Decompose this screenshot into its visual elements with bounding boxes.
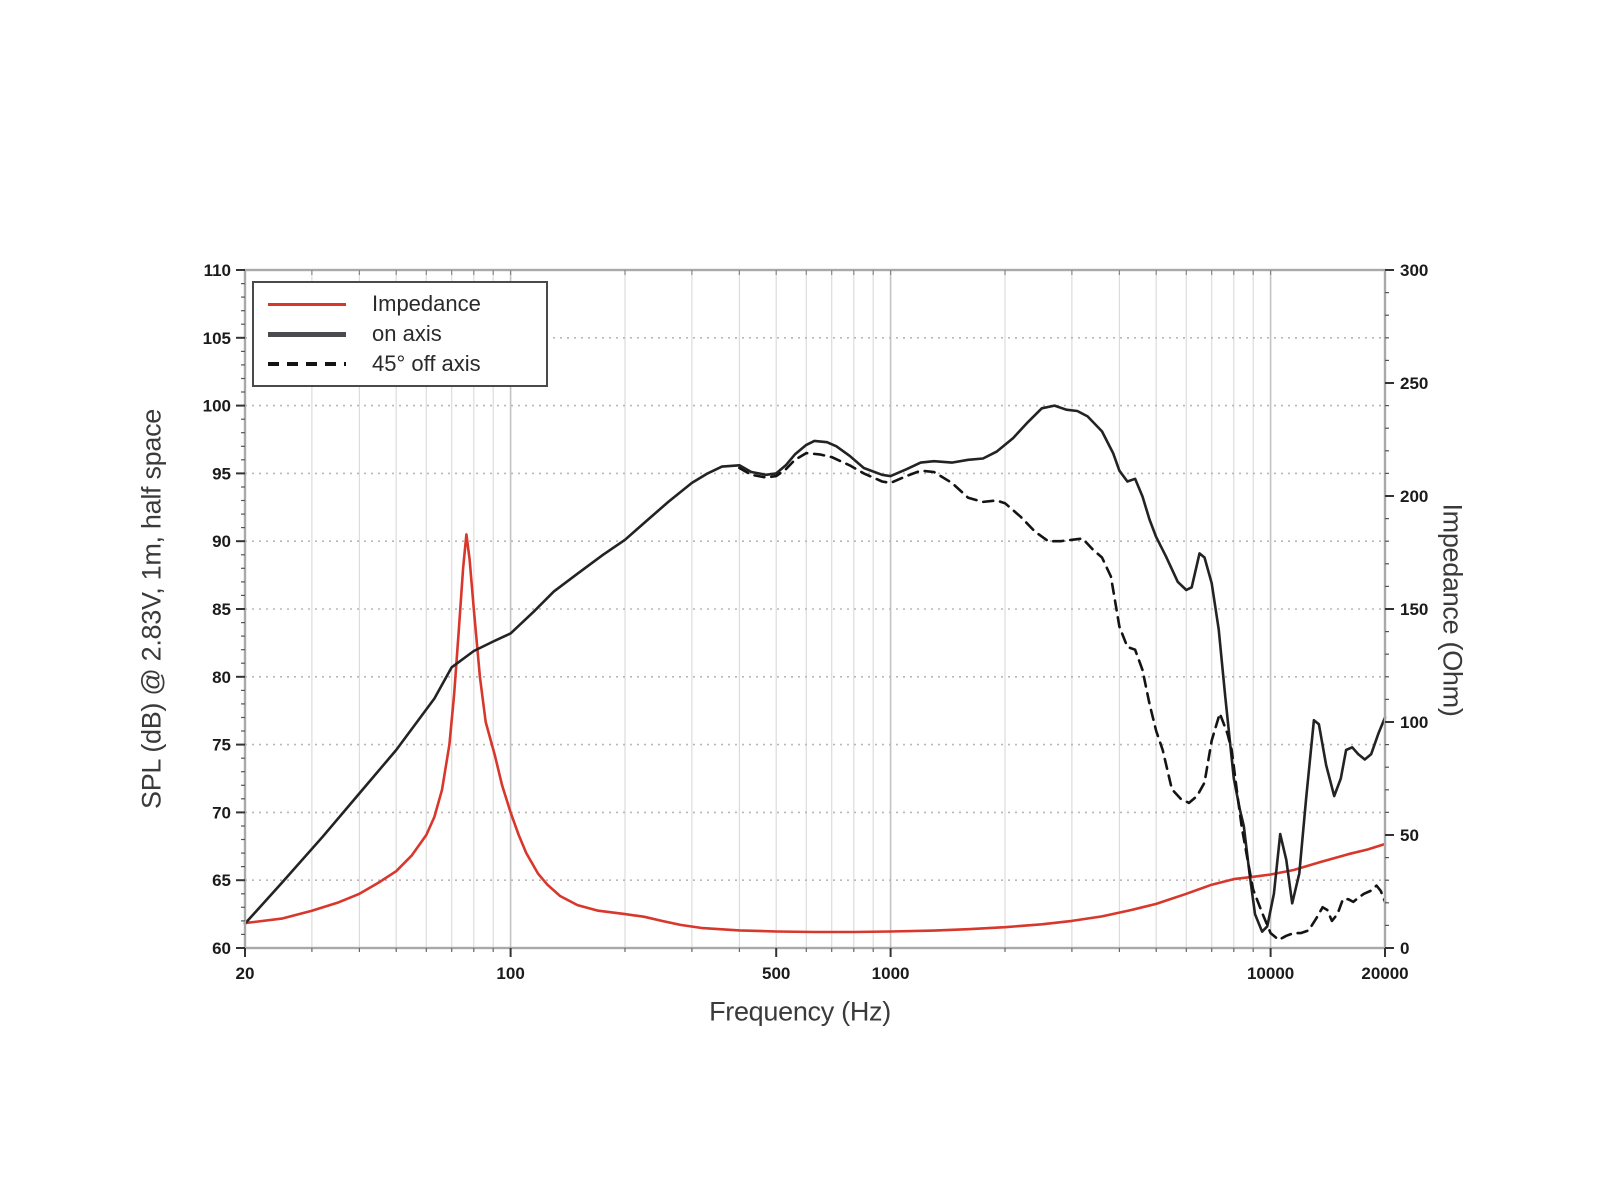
svg-text:85: 85 [212,600,231,619]
impedance-curve [243,533,1387,934]
svg-text:250: 250 [1400,374,1428,393]
legend-item-on-axis: on axis [268,321,538,347]
x-axis-title: Frequency (Hz) [709,996,891,1027]
svg-text:300: 300 [1400,261,1428,280]
y-axis-right-title: Impedance (Ohm) [1437,503,1468,717]
svg-text:110: 110 [204,261,231,280]
svg-text:10000: 10000 [1247,964,1294,983]
svg-text:20: 20 [236,964,255,983]
svg-text:20000: 20000 [1361,964,1408,983]
x-axis-tick-labels: 20 100 500 1000 10000 20000 [236,964,1409,983]
svg-text:500: 500 [762,964,790,983]
axis-ticks [236,269,1394,957]
legend-item-45-off-axis: 45° off axis [268,351,538,377]
svg-text:80: 80 [212,668,231,687]
legend-label-impedance: Impedance [372,291,481,316]
svg-text:50: 50 [1400,826,1419,845]
svg-text:150: 150 [1400,600,1428,619]
impedance-line-swatch [268,302,346,306]
svg-text:100: 100 [496,964,524,983]
svg-text:60: 60 [212,939,231,958]
svg-text:105: 105 [203,329,231,348]
horizontal-gridlines [245,336,1385,882]
svg-text:100: 100 [1400,713,1428,732]
legend-label-on-axis: on axis [372,321,442,346]
off-axis-45-curve [738,451,1387,942]
svg-text:65: 65 [212,871,231,890]
off-axis-line-swatch [268,362,346,366]
svg-text:0: 0 [1400,939,1409,958]
svg-text:95: 95 [212,464,231,483]
y-left-tick-labels: 60 65 70 75 80 85 90 95 100 105 110 [203,261,231,958]
legend: Impedance on axis 45° off axis [252,281,548,387]
svg-text:70: 70 [212,803,231,822]
on-axis-line-swatch [268,331,346,337]
y-right-tick-labels: 0 50 100 150 200 250 300 [1400,261,1428,958]
svg-text:100: 100 [203,397,231,416]
on-axis-curve [243,404,1387,933]
svg-text:90: 90 [212,532,231,551]
legend-label-45-off-axis: 45° off axis [372,351,481,376]
svg-text:200: 200 [1400,487,1428,506]
y-axis-left-title: SPL (dB) @ 2.83V, 1m, half space [136,408,167,810]
svg-text:75: 75 [212,736,231,755]
svg-text:1000: 1000 [872,964,910,983]
legend-item-impedance: Impedance [268,291,538,317]
